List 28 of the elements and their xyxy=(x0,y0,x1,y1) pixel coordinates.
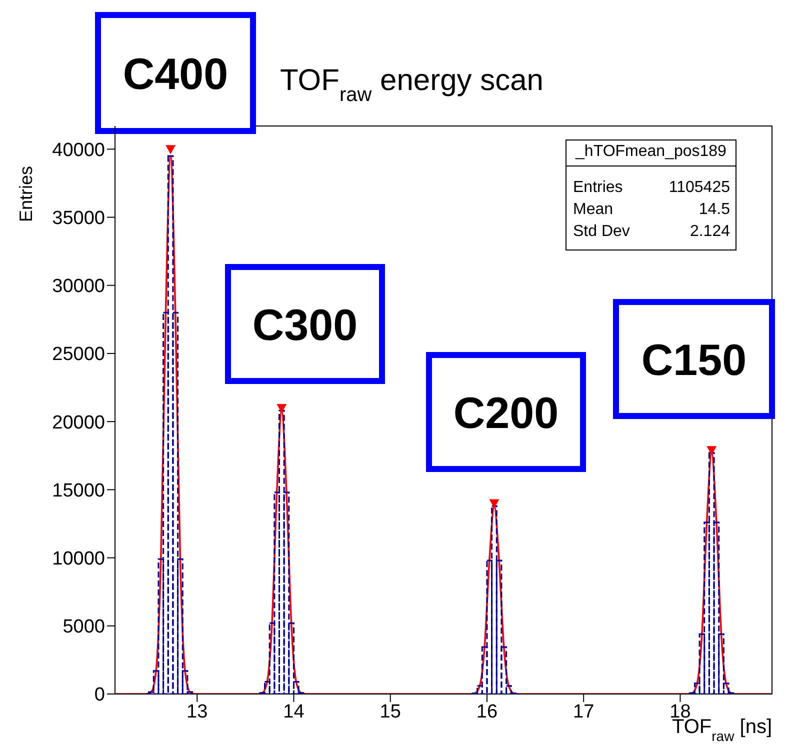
point xyxy=(276,404,287,413)
point xyxy=(489,499,500,508)
x-tick-label: 14 xyxy=(283,701,305,722)
y-tick-label: 25000 xyxy=(52,344,105,366)
x-tick-label: 15 xyxy=(380,701,401,722)
x-tick-label: 16 xyxy=(476,701,498,722)
annotation: _hTOFmean_pos189 xyxy=(574,143,727,160)
annotation: C150 xyxy=(641,336,747,385)
y-tick-label: 30000 xyxy=(52,276,105,298)
x-tick-label: 17 xyxy=(573,701,594,722)
text: Mean 14.5 xyxy=(573,201,730,218)
annotation: C300 xyxy=(252,301,358,350)
y-tick-label: 35000 xyxy=(52,208,105,230)
point xyxy=(706,446,717,456)
y-tick-label: 10000 xyxy=(52,548,105,570)
y-axis-title: Entries xyxy=(16,166,36,222)
text: C400 xyxy=(122,50,228,99)
point xyxy=(166,145,176,154)
y-tick-label: 20000 xyxy=(52,412,105,434)
x-tick-label: 13 xyxy=(186,701,208,722)
annotation: C200 xyxy=(453,389,559,438)
y-tick-label: 5000 xyxy=(62,616,105,638)
y-tick-label: 0 xyxy=(94,684,105,706)
text: Std Dev 2.124 xyxy=(573,223,730,240)
y-tick-label: 40000 xyxy=(52,140,105,161)
text: Entries 1105425 xyxy=(573,179,730,196)
y-tick-label: 15000 xyxy=(52,480,105,502)
chart-title: TOF$_{raw}$ energy scan xyxy=(280,64,544,106)
